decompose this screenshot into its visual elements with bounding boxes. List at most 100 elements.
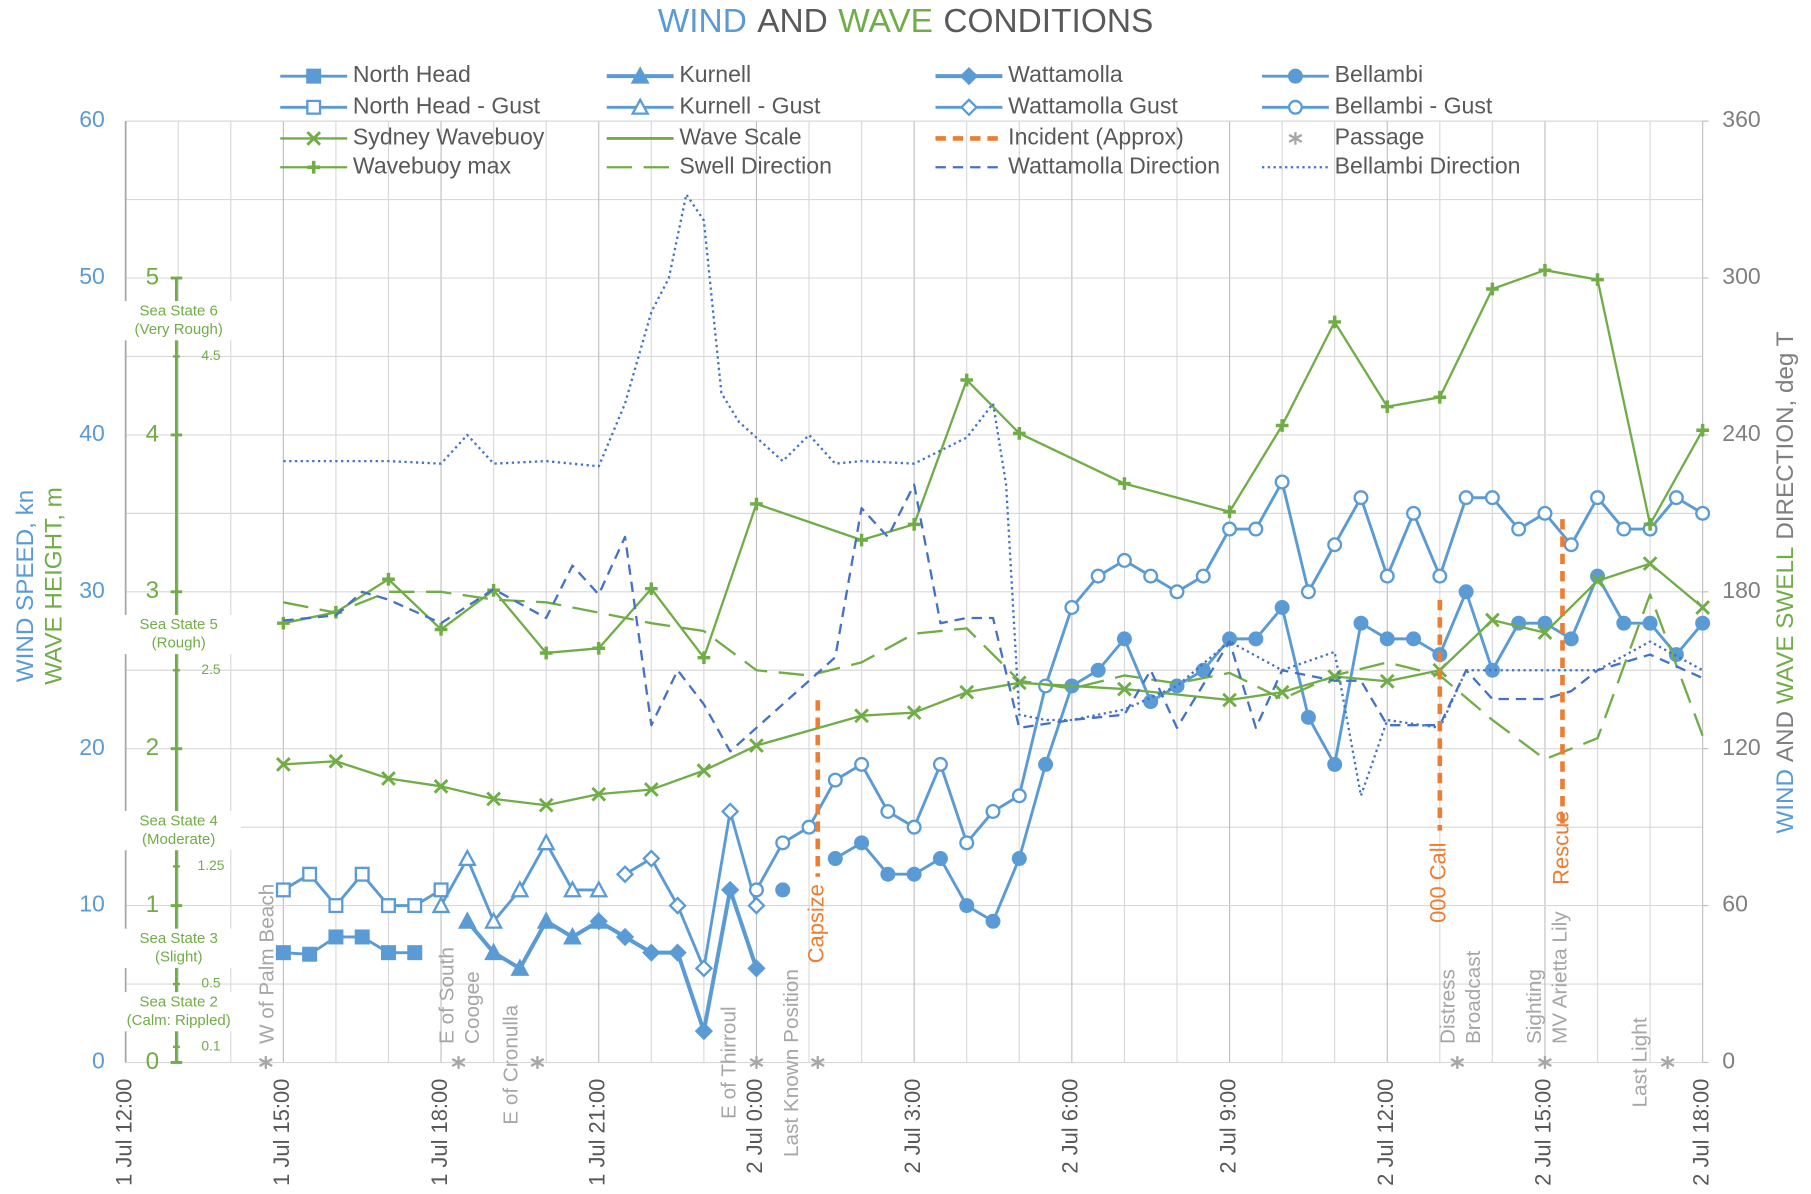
data-point xyxy=(354,866,370,882)
legend-label: Wavebuoy max xyxy=(353,152,512,178)
x-tick-label: 2 Jul 12:00 xyxy=(1373,1079,1398,1186)
data-point xyxy=(510,958,530,976)
y2-axis-title: WIND AND WAVE SWELL DIRECTION, deg T xyxy=(1772,331,1799,833)
y-tick-label: 60 xyxy=(79,106,105,132)
data-point xyxy=(855,533,868,547)
data-point xyxy=(1143,568,1159,584)
data-point xyxy=(1695,600,1711,615)
sea-state-name: Sea State 4 xyxy=(140,812,218,829)
wave-scale-minor-label: 0.1 xyxy=(201,1037,221,1053)
data-point xyxy=(615,865,635,884)
incident-label: Capsize xyxy=(804,884,829,963)
data-point xyxy=(1432,568,1448,584)
data-point xyxy=(1537,505,1553,521)
legend-item: Wattamolla xyxy=(935,61,1123,87)
y2-title-part: WAVE SWELL xyxy=(1772,547,1799,704)
data-point xyxy=(302,866,318,882)
data-point xyxy=(592,641,606,655)
legend-item: Incident (Approx) xyxy=(935,124,1184,150)
x-tick-label: 1 Jul 18:00 xyxy=(427,1079,452,1186)
series-line xyxy=(283,562,1704,807)
data-point xyxy=(1248,521,1264,537)
passage-label: MV Arietta Lily xyxy=(1549,911,1572,1044)
data-point xyxy=(589,879,609,898)
data-point xyxy=(1011,788,1027,804)
legend-label: Sydney Wavebuoy xyxy=(353,124,545,150)
sea-state-name: Sea State 2 xyxy=(140,993,218,1010)
data-point xyxy=(1643,517,1657,531)
passage-label: Last Known Position xyxy=(780,969,803,1157)
data-point xyxy=(563,879,582,898)
y-tick-label: 40 xyxy=(79,420,105,446)
data-point xyxy=(775,835,791,851)
wave-scale-minor-label: 1.25 xyxy=(198,857,225,873)
title-part: WAVE xyxy=(838,3,933,40)
data-point xyxy=(1616,521,1632,537)
legend-label: Incident (Approx) xyxy=(1008,124,1184,150)
data-point xyxy=(854,708,869,724)
data-point xyxy=(1590,573,1605,589)
title-part: AND xyxy=(757,3,828,40)
legend-label: Kurnell xyxy=(679,61,751,87)
title-part: WIND xyxy=(658,3,747,40)
x-tick-label: 1 Jul 21:00 xyxy=(585,1079,610,1186)
data-point xyxy=(1668,490,1684,506)
y-tick-label: 20 xyxy=(79,734,105,760)
x-tick-label: 1 Jul 15:00 xyxy=(269,1079,294,1186)
legend-item: Wavebuoy max xyxy=(280,152,511,178)
data-point xyxy=(484,942,504,961)
data-point xyxy=(959,835,975,851)
data-point xyxy=(960,373,974,387)
data-point xyxy=(538,797,554,813)
y2-tick-label: 60 xyxy=(1722,891,1748,917)
data-point xyxy=(381,771,396,786)
data-point xyxy=(407,898,423,914)
data-point xyxy=(1511,521,1527,537)
legend-item: Kurnell xyxy=(606,61,751,87)
legend-label: Bellambi Direction xyxy=(1335,152,1521,178)
wave-scale-label: 2 xyxy=(146,734,159,761)
data-point xyxy=(959,684,975,700)
data-point xyxy=(1642,556,1658,571)
legend-item: Wattamolla Gust xyxy=(935,92,1178,118)
passage-marker xyxy=(1450,1056,1465,1069)
wave-scale-minor-label: 0.5 xyxy=(201,975,221,991)
sea-state-desc: (Moderate) xyxy=(142,831,215,848)
legend-item: Sydney Wavebuoy xyxy=(280,124,545,150)
data-point xyxy=(1011,851,1027,867)
passage-marker xyxy=(1538,1056,1552,1069)
data-point xyxy=(1695,615,1711,631)
data-point xyxy=(1406,631,1422,647)
sea-state-background xyxy=(116,992,242,1032)
sea-state-name: Sea State 6 xyxy=(140,302,218,319)
data-point xyxy=(1537,625,1553,640)
x-tick-label: 2 Jul 9:00 xyxy=(1215,1079,1240,1174)
data-point xyxy=(434,623,448,636)
data-point xyxy=(748,882,764,898)
passage-label: Distress xyxy=(1437,969,1460,1044)
sea-state-desc: (Slight) xyxy=(155,948,202,965)
data-point xyxy=(1328,315,1342,329)
legend-marker xyxy=(1287,68,1303,84)
data-point xyxy=(1484,490,1500,506)
data-point xyxy=(591,786,607,802)
incident-label: Rescue xyxy=(1548,811,1573,885)
data-point xyxy=(1274,474,1290,490)
data-point xyxy=(1300,584,1316,600)
data-point xyxy=(1090,568,1106,584)
data-point xyxy=(433,778,449,794)
wave-scale-label: 4 xyxy=(146,420,159,447)
legend-marker xyxy=(630,97,650,115)
legend-label: Kurnell - Gust xyxy=(679,92,821,118)
data-point xyxy=(1116,552,1132,568)
data-point xyxy=(1300,709,1316,725)
sea-state-background xyxy=(116,810,242,851)
data-point xyxy=(697,651,711,665)
data-point xyxy=(854,756,870,772)
y2-title-part: AND xyxy=(1772,711,1799,762)
data-point xyxy=(747,959,766,978)
data-point xyxy=(721,880,740,900)
data-point xyxy=(854,835,870,851)
